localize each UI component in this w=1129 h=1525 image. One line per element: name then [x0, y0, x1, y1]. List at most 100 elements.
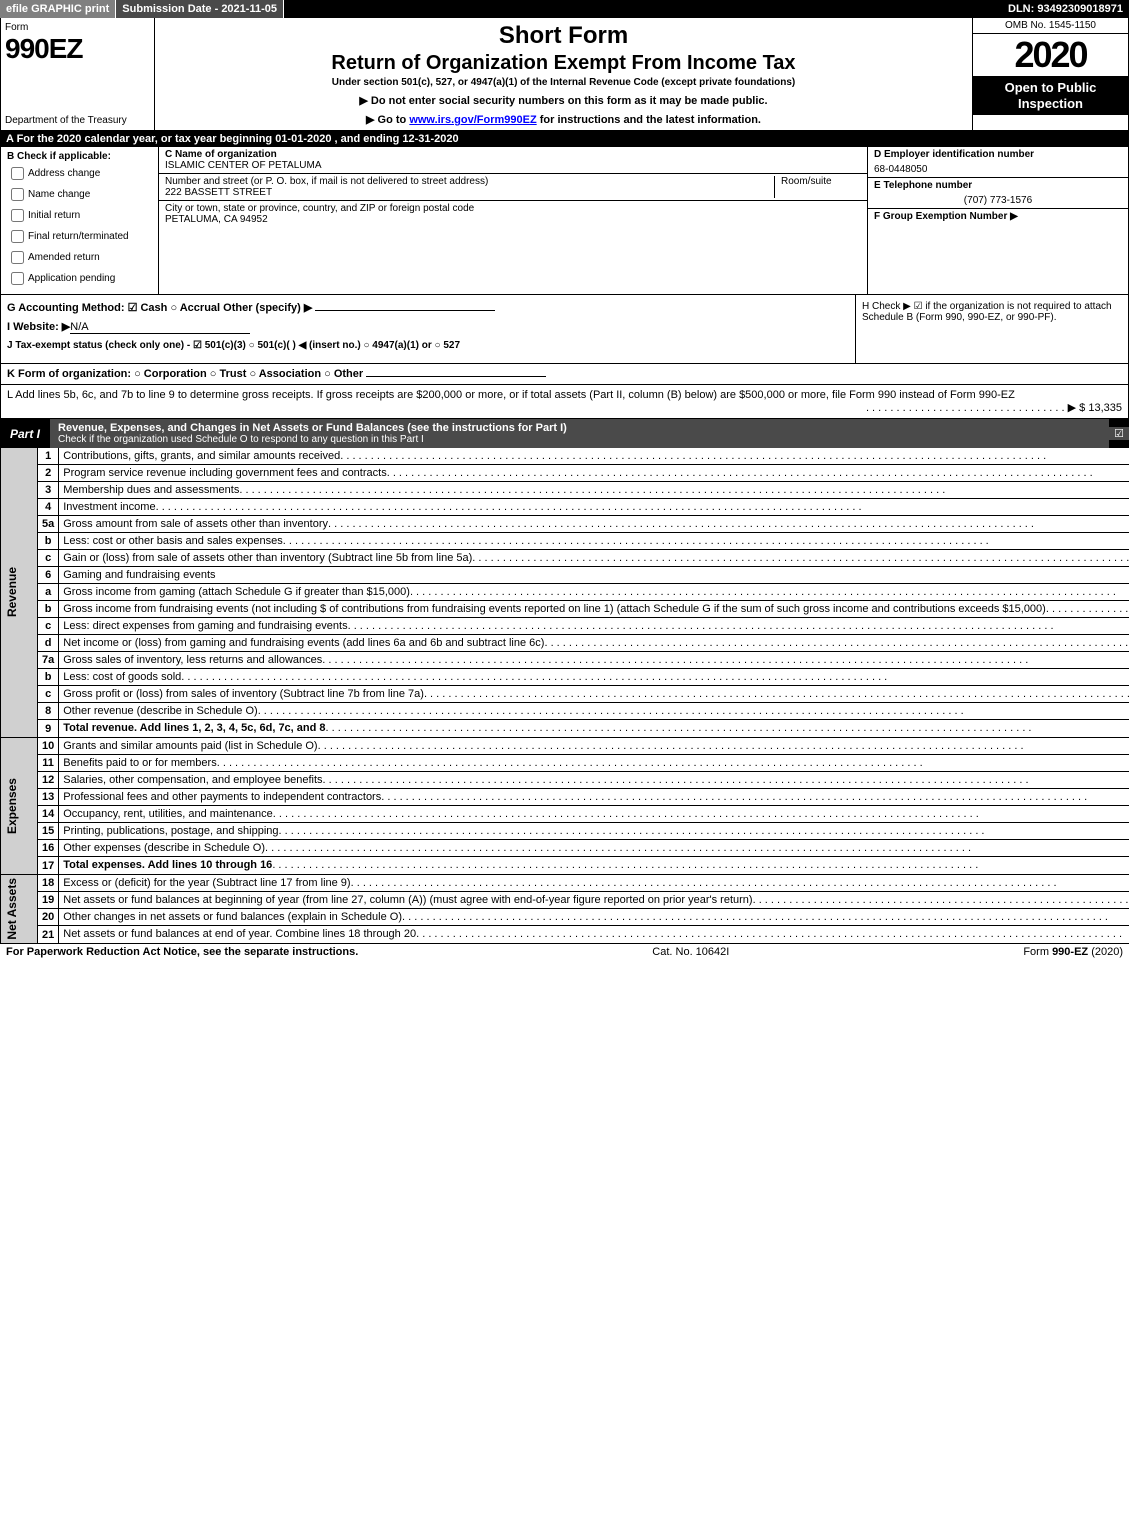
line-k: K Form of organization: ○ Corporation ○ …	[0, 364, 1129, 385]
line-desc: Other expenses (describe in Schedule O)	[59, 840, 1129, 857]
line-desc: Net income or (loss) from gaming and fun…	[59, 635, 1129, 652]
line-desc: Less: cost of goods sold	[59, 669, 1129, 686]
line-number: b	[38, 669, 59, 686]
line-number: 9	[38, 720, 59, 738]
omb-number: OMB No. 1545-1150	[973, 18, 1128, 34]
table-row: 4Investment income4	[1, 499, 1129, 516]
line-k-text: K Form of organization: ○ Corporation ○ …	[7, 368, 363, 380]
line-desc: Grants and similar amounts paid (list in…	[59, 738, 1129, 755]
box-b-option[interactable]: Final return/terminated	[7, 227, 152, 246]
line-desc: Gross sales of inventory, less returns a…	[59, 652, 1129, 669]
g-other-field[interactable]	[315, 310, 495, 311]
checkbox[interactable]	[11, 188, 24, 201]
option-label: Name change	[28, 189, 90, 200]
table-row: 15Printing, publications, postage, and s…	[1, 823, 1129, 840]
footer: For Paperwork Reduction Act Notice, see …	[0, 944, 1129, 960]
entity-section: B Check if applicable: Address change Nam…	[0, 147, 1129, 295]
line-number: d	[38, 635, 59, 652]
efile-label[interactable]: efile GRAPHIC print	[0, 0, 116, 18]
part1-title: Revenue, Expenses, and Changes in Net As…	[50, 419, 1109, 448]
table-row: 13Professional fees and other payments t…	[1, 789, 1129, 806]
box-b-option[interactable]: Address change	[7, 164, 152, 183]
line-l-amt: ▶ $ 13,335	[1068, 402, 1122, 414]
line-number: 5a	[38, 516, 59, 533]
table-row: 16Other expenses (describe in Schedule O…	[1, 840, 1129, 857]
line-desc: Excess or (deficit) for the year (Subtra…	[59, 875, 1129, 892]
checkbox[interactable]	[11, 272, 24, 285]
ghj-left: G Accounting Method: ☑ Cash ○ Accrual Ot…	[1, 295, 855, 363]
box-def: D Employer identification number 68-0448…	[867, 147, 1128, 294]
street-label: Number and street (or P. O. box, if mail…	[165, 176, 488, 187]
part1-label: Part I	[0, 424, 50, 444]
top-bar: efile GRAPHIC print Submission Date - 20…	[0, 0, 1129, 18]
website-value: N/A	[70, 321, 250, 334]
line-desc: Salaries, other compensation, and employ…	[59, 772, 1129, 789]
irs-link[interactable]: www.irs.gov/Form990EZ	[409, 114, 536, 126]
line-number: 1	[38, 448, 59, 465]
line-number: c	[38, 618, 59, 635]
room-label: Room/suite	[781, 176, 832, 187]
box-b-option[interactable]: Initial return	[7, 206, 152, 225]
org-name: ISLAMIC CENTER OF PETALUMA	[165, 160, 322, 171]
line-number: 7a	[38, 652, 59, 669]
ein-value: 68-0448050	[868, 162, 1128, 177]
row-a: A For the 2020 calendar year, or tax yea…	[0, 131, 1129, 147]
line-desc: Net assets or fund balances at beginning…	[59, 892, 1129, 909]
checkbox[interactable]	[11, 230, 24, 243]
line-desc: Gain or (loss) from sale of assets other…	[59, 550, 1129, 567]
line-desc: Membership dues and assessments	[59, 482, 1129, 499]
submission-date: Submission Date - 2021-11-05	[116, 0, 284, 18]
line-number: 10	[38, 738, 59, 755]
tax-year: 2020	[973, 34, 1128, 76]
k-other-field[interactable]	[366, 376, 546, 377]
part1-title-text: Revenue, Expenses, and Changes in Net As…	[58, 422, 567, 434]
street-value: 222 BASSETT STREET	[165, 187, 272, 198]
header-center: Short Form Return of Organization Exempt…	[155, 18, 973, 130]
box-c: C Name of organization ISLAMIC CENTER OF…	[159, 147, 867, 294]
footer-right: Form 990-EZ (2020)	[1023, 946, 1123, 958]
box-b-option[interactable]: Amended return	[7, 248, 152, 267]
table-row: bLess: cost or other basis and sales exp…	[1, 533, 1129, 550]
table-row: aGross income from gaming (attach Schedu…	[1, 584, 1129, 601]
checkbox[interactable]	[11, 209, 24, 222]
under-section: Under section 501(c), 527, or 4947(a)(1)…	[163, 77, 964, 88]
table-row: 8Other revenue (describe in Schedule O)8	[1, 703, 1129, 720]
box-b-option[interactable]: Name change	[7, 185, 152, 204]
line-number: 6	[38, 567, 59, 584]
part1-header: Part I Revenue, Expenses, and Changes in…	[0, 419, 1129, 448]
checkbox[interactable]	[11, 167, 24, 180]
box-b-title: B Check if applicable:	[7, 151, 152, 162]
line-number: 14	[38, 806, 59, 823]
line-number: 13	[38, 789, 59, 806]
table-row: 5aGross amount from sale of assets other…	[1, 516, 1129, 533]
table-row: bLess: cost of goods sold7b0	[1, 669, 1129, 686]
header-left: Form 990EZ Department of the Treasury	[1, 18, 155, 130]
line-number: c	[38, 550, 59, 567]
section-label: Revenue	[1, 448, 38, 738]
line-desc: Gross profit or (loss) from sales of inv…	[59, 686, 1129, 703]
table-row: 17Total expenses. Add lines 10 through 1…	[1, 857, 1129, 875]
form-header: Form 990EZ Department of the Treasury Sh…	[0, 18, 1129, 131]
line-desc: Less: direct expenses from gaming and fu…	[59, 618, 1129, 635]
checkbox[interactable]	[11, 251, 24, 264]
line-number: 19	[38, 892, 59, 909]
line-desc: Benefits paid to or for members	[59, 755, 1129, 772]
part1-checkbox[interactable]: ☑	[1109, 427, 1129, 440]
note2-post: for instructions and the latest informat…	[537, 114, 761, 126]
option-label: Initial return	[28, 210, 80, 221]
line-number: b	[38, 533, 59, 550]
form-number: 990EZ	[5, 33, 150, 65]
line-desc: Net assets or fund balances at end of ye…	[59, 926, 1129, 944]
spacer	[284, 0, 1002, 18]
table-row: 20Other changes in net assets or fund ba…	[1, 909, 1129, 926]
box-b-option[interactable]: Application pending	[7, 269, 152, 288]
table-row: 9Total revenue. Add lines 1, 2, 3, 4, 5c…	[1, 720, 1129, 738]
line-desc: Less: cost or other basis and sales expe…	[59, 533, 1129, 550]
line-desc: Program service revenue including govern…	[59, 465, 1129, 482]
table-row: 7aGross sales of inventory, less returns…	[1, 652, 1129, 669]
table-row: bGross income from fundraising events (n…	[1, 601, 1129, 618]
line-desc: Investment income	[59, 499, 1129, 516]
line-number: 18	[38, 875, 59, 892]
e-label: E Telephone number	[868, 177, 1128, 193]
option-label: Application pending	[28, 273, 115, 284]
